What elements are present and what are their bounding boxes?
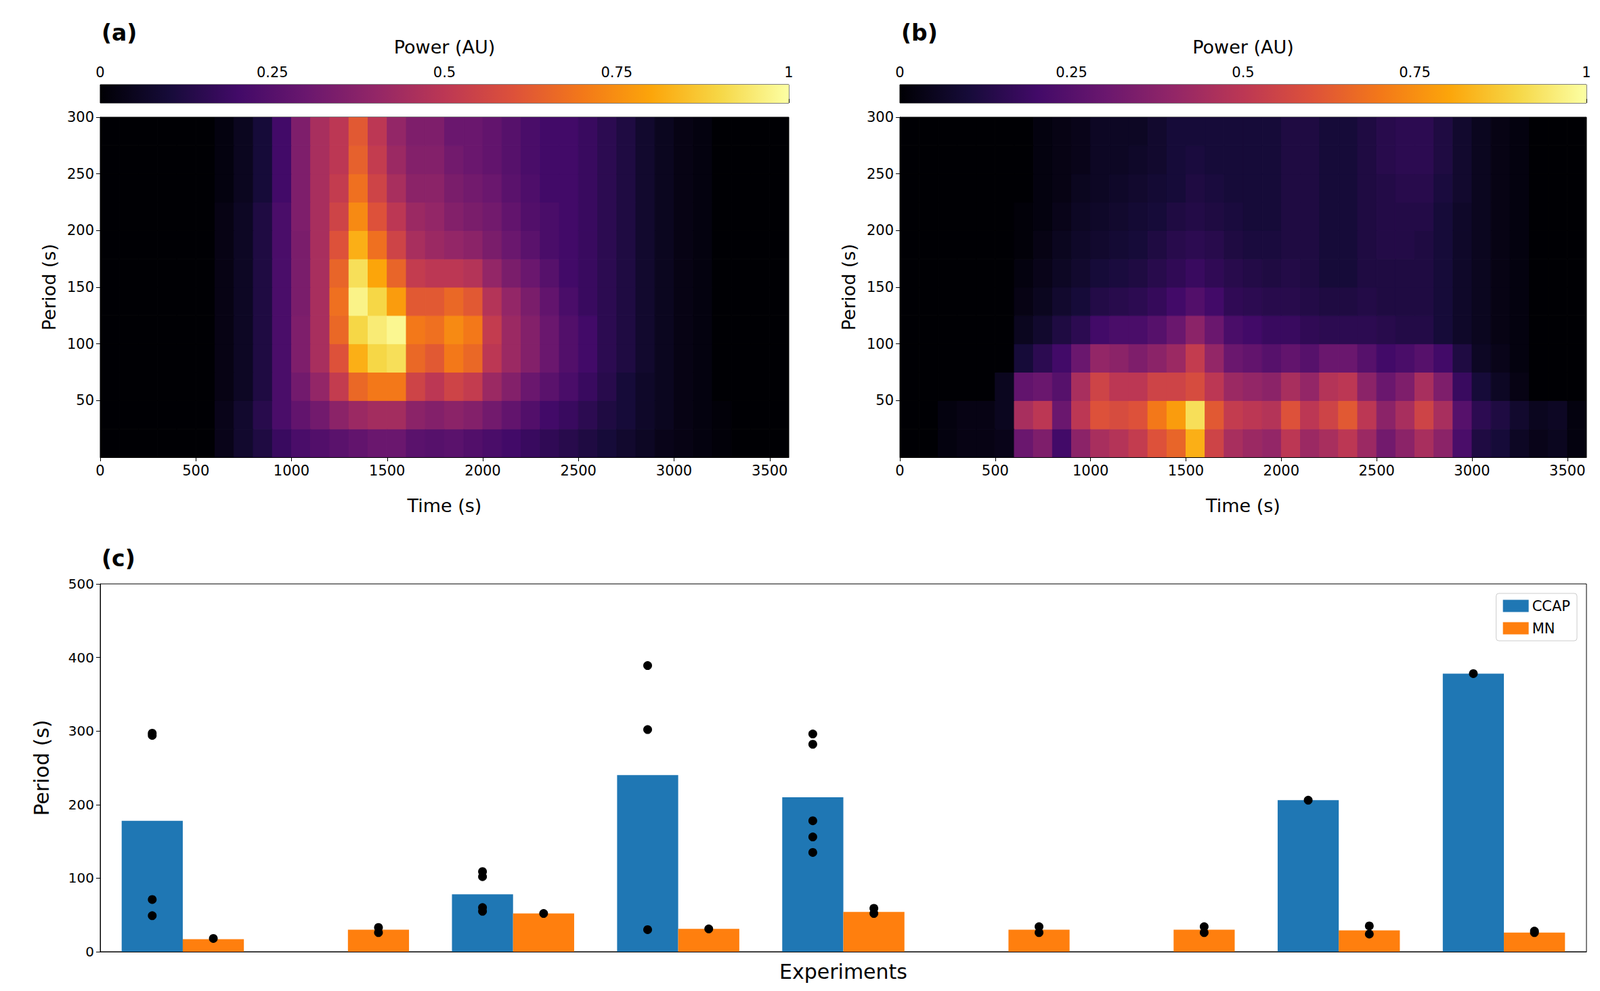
svg-text:1500: 1500	[369, 462, 405, 479]
svg-text:1: 1	[784, 64, 793, 81]
svg-text:0.75: 0.75	[1398, 64, 1431, 81]
svg-text:500: 500	[182, 462, 210, 479]
svg-text:0: 0	[895, 64, 904, 81]
svg-text:Experiments: Experiments	[779, 959, 908, 984]
svg-text:250: 250	[866, 165, 894, 183]
svg-text:Period (s): Period (s)	[29, 719, 54, 816]
svg-text:50: 50	[875, 392, 894, 409]
svg-text:CCAP: CCAP	[1532, 597, 1571, 615]
svg-text:Time (s): Time (s)	[406, 494, 483, 516]
svg-text:0.25: 0.25	[1055, 64, 1088, 81]
svg-text:MN: MN	[1532, 620, 1556, 637]
svg-text:250: 250	[67, 165, 95, 183]
svg-text:300: 300	[67, 109, 95, 126]
svg-text:0: 0	[85, 943, 95, 960]
svg-text:(a): (a)	[101, 19, 137, 47]
svg-text:0.5: 0.5	[433, 64, 456, 81]
svg-text:500: 500	[981, 462, 1009, 479]
svg-text:Power (AU): Power (AU)	[1192, 36, 1294, 58]
svg-text:Period (s): Period (s)	[838, 243, 860, 331]
svg-text:3500: 3500	[1549, 462, 1586, 479]
svg-text:2500: 2500	[560, 462, 597, 479]
svg-text:50: 50	[75, 392, 95, 409]
svg-text:1: 1	[1581, 64, 1591, 81]
svg-text:300: 300	[68, 722, 95, 739]
svg-text:(c): (c)	[101, 545, 136, 572]
svg-text:100: 100	[67, 335, 95, 353]
svg-text:200: 200	[67, 222, 95, 239]
svg-text:3000: 3000	[656, 462, 693, 479]
svg-text:2000: 2000	[1263, 462, 1300, 479]
svg-text:1000: 1000	[273, 462, 310, 479]
svg-text:150: 150	[866, 278, 894, 296]
svg-text:2000: 2000	[464, 462, 501, 479]
svg-text:0: 0	[95, 64, 105, 81]
svg-text:300: 300	[866, 109, 894, 126]
svg-text:(b): (b)	[901, 19, 938, 47]
svg-text:100: 100	[68, 869, 95, 886]
svg-text:500: 500	[68, 575, 95, 592]
svg-text:1000: 1000	[1072, 462, 1109, 479]
svg-text:3500: 3500	[751, 462, 788, 479]
svg-text:0: 0	[95, 462, 105, 479]
svg-text:400: 400	[68, 649, 95, 666]
svg-text:150: 150	[67, 278, 95, 296]
svg-text:Power (AU): Power (AU)	[394, 36, 496, 58]
svg-text:3000: 3000	[1453, 462, 1490, 479]
svg-text:0: 0	[895, 462, 904, 479]
svg-text:0.25: 0.25	[256, 64, 289, 81]
svg-text:100: 100	[866, 335, 894, 353]
svg-text:Period (s): Period (s)	[38, 243, 60, 331]
svg-text:0.5: 0.5	[1231, 64, 1254, 81]
svg-text:0.75: 0.75	[600, 64, 633, 81]
svg-text:200: 200	[866, 222, 894, 239]
svg-text:200: 200	[68, 796, 95, 813]
svg-text:2500: 2500	[1358, 462, 1395, 479]
svg-text:1500: 1500	[1168, 462, 1204, 479]
svg-text:Time (s): Time (s)	[1205, 494, 1281, 516]
